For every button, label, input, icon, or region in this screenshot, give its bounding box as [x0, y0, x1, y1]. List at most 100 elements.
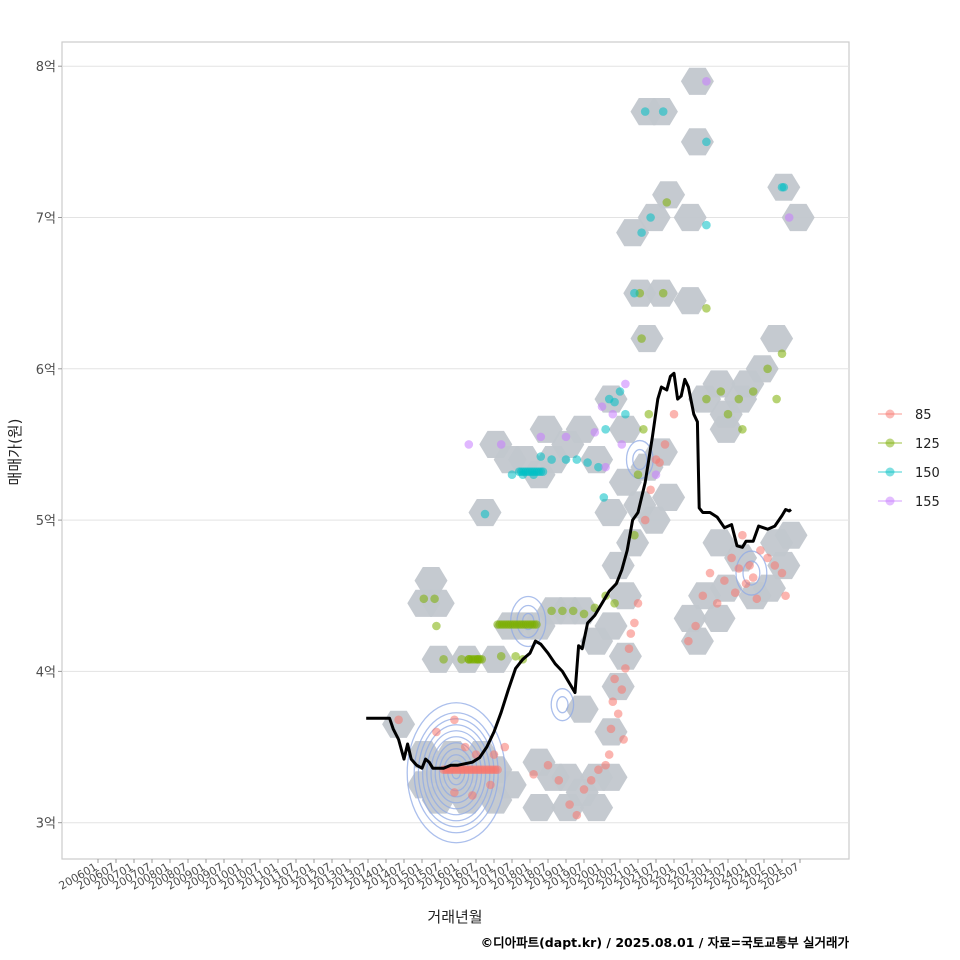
data-point-85: [633, 599, 643, 608]
data-point-85: [738, 530, 747, 540]
data-point-155: [536, 432, 546, 442]
data-point-125: [723, 409, 733, 419]
legend-label: 155: [915, 495, 940, 510]
data-point-150: [599, 493, 609, 502]
data-point-85: [734, 564, 744, 573]
data-point-85: [450, 788, 459, 797]
density-contour: [550, 688, 575, 722]
data-point-85: [756, 546, 765, 555]
data-point-150: [536, 452, 546, 461]
data-point-85: [500, 742, 510, 752]
data-point-155: [702, 77, 711, 86]
y-tick-label: 5억: [36, 514, 56, 529]
data-point-125: [763, 364, 772, 374]
hexbin-cell: [673, 287, 707, 315]
data-point-125: [633, 470, 643, 480]
data-point-85: [669, 409, 679, 419]
y-axis: 3억 4억 5억 6억 7억 8억: [36, 60, 62, 832]
data-point-85: [460, 742, 470, 752]
hexbin-cell: [767, 551, 801, 580]
data-point-85: [450, 715, 459, 725]
data-point-150: [610, 397, 619, 407]
density-contour: [406, 702, 506, 844]
data-point-85: [720, 576, 729, 585]
data-point-155: [601, 462, 610, 472]
data-point-85: [763, 553, 772, 563]
data-point-150: [594, 462, 603, 472]
data-point-85: [741, 579, 751, 588]
hexbin-cell: [745, 355, 779, 383]
data-point-85: [770, 561, 780, 570]
data-point-85: [781, 591, 790, 601]
data-point-125: [419, 594, 429, 604]
data-point-85: [432, 727, 441, 737]
density-contour: [556, 696, 569, 714]
hexbin-cell: [421, 645, 455, 673]
data-point-125: [547, 606, 556, 616]
data-point-85: [624, 644, 634, 653]
data-point-85: [712, 599, 722, 608]
data-point-85: [604, 750, 614, 759]
data-point-85: [621, 664, 630, 673]
data-point-85: [586, 776, 596, 785]
data-point-85: [610, 674, 619, 684]
data-point-125: [432, 621, 441, 631]
hexbin-cell: [680, 128, 714, 156]
data-point-125: [532, 620, 541, 629]
data-point-150: [507, 470, 517, 480]
hexbin-cell: [760, 325, 794, 353]
data-point-85: [554, 776, 564, 785]
data-point-85: [727, 553, 736, 563]
hexbin-cell: [673, 203, 707, 232]
data-point-85: [394, 715, 403, 725]
data-point-85: [486, 780, 495, 790]
data-point-155: [464, 440, 474, 449]
hexbin-cell: [522, 794, 556, 822]
data-point-125: [496, 651, 506, 661]
data-point-155: [590, 428, 600, 437]
data-point-85: [640, 515, 650, 525]
data-point-125: [644, 409, 654, 419]
data-point-150: [561, 455, 571, 464]
data-point-125: [716, 387, 726, 396]
data-point-125: [662, 198, 672, 207]
data-point-85: [601, 760, 610, 770]
data-point-85: [468, 791, 477, 800]
grid-lines: [62, 65, 849, 824]
hexbin-cell: [702, 604, 736, 632]
trend-line: [366, 371, 792, 770]
data-point-125: [702, 394, 711, 404]
data-point-150: [601, 425, 610, 434]
density-contour: [742, 560, 761, 586]
data-point-125: [772, 394, 781, 404]
hexbin-cell: [608, 468, 642, 496]
data-point-85: [572, 810, 582, 820]
data-point-155: [784, 213, 794, 222]
data-point-125: [630, 530, 639, 540]
hexbin-cell: [702, 370, 736, 398]
hexbin-cell: [601, 672, 635, 701]
source-caption: ©디아파트(dapt.kr) / 2025.08.01 / 자료=국토교통부 실…: [481, 935, 850, 950]
data-point-125: [568, 606, 578, 616]
data-point-125: [457, 654, 466, 664]
hexbin-cell: [608, 642, 642, 670]
hexbin-cell: [702, 529, 736, 557]
data-point-85: [684, 636, 693, 646]
data-point-125: [734, 394, 744, 404]
legend-key-dot: [885, 467, 895, 477]
hexbin-cell: [680, 627, 714, 655]
density-contour: [632, 448, 648, 471]
data-point-125: [439, 654, 448, 664]
legend-key-dot: [885, 438, 895, 448]
data-point-85: [619, 735, 628, 744]
data-point-125: [777, 349, 787, 358]
data-point-150: [702, 137, 711, 147]
data-point-85: [608, 697, 618, 706]
data-point-85: [529, 769, 538, 779]
hexbin-cell: [565, 415, 599, 443]
hexbin-cell: [594, 499, 628, 527]
legend-label: 85: [915, 408, 932, 423]
data-point-85: [705, 568, 715, 578]
legend-label: 150: [915, 466, 940, 481]
